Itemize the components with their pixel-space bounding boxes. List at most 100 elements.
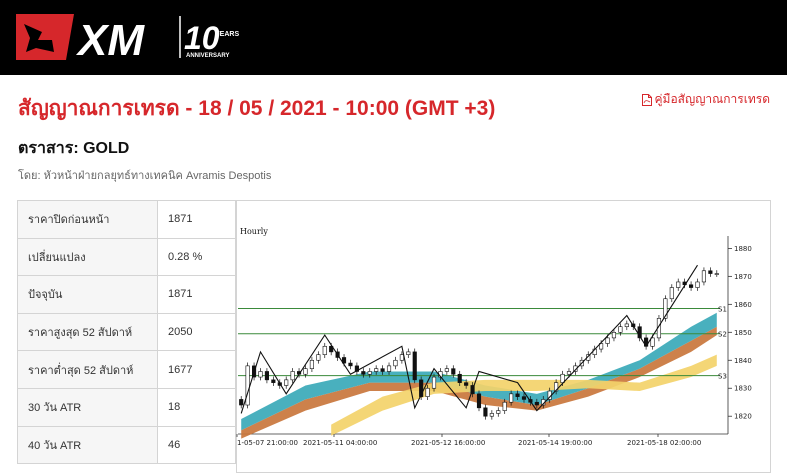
candle-body xyxy=(348,362,353,367)
candle-body xyxy=(264,371,269,381)
trading-signals-guide-link[interactable]: คู่มือสัญญาณการเทรด xyxy=(641,90,771,109)
candle-body xyxy=(502,401,507,411)
candle-body xyxy=(367,371,372,375)
stat-label: ปัจจุบัน xyxy=(17,275,158,314)
candle-body xyxy=(534,401,539,406)
stat-value: 18 xyxy=(157,387,236,427)
support-level-label: S1 xyxy=(718,306,727,314)
y-tick-label: 1850 xyxy=(734,329,752,337)
table-row: ราคาต่ำสุด 52 สัปดาห์ 1677 xyxy=(17,350,236,389)
support-level-label: S3 xyxy=(718,373,727,381)
candle-body xyxy=(303,368,308,375)
candle-body xyxy=(393,359,398,367)
anniversary-number: 10 xyxy=(184,20,220,56)
site-header: XM 10 YEARS ANNIVERSARY xyxy=(0,0,787,75)
stat-label: ราคาต่ำสุด 52 สัปดาห์ xyxy=(17,350,158,389)
candle-body xyxy=(431,376,437,389)
candle-body xyxy=(399,354,404,361)
candle-body xyxy=(695,281,700,288)
candle-body xyxy=(386,365,392,372)
table-row: ราคาสูงสุด 52 สัปดาห์ 2050 xyxy=(17,312,236,352)
stat-value: 0.28 % xyxy=(157,237,236,277)
author-byline: โดย: หัวหน้าฝ่ายกลยุทธ์ทางเทคนิค Avramis… xyxy=(18,170,272,182)
stat-label: ราคาปิดก่อนหน้า xyxy=(17,200,158,239)
price-chart: Hourly S1 S2 S3 1820 1830 1840 1850 1860 1870 188… xyxy=(236,200,771,473)
table-row: 30 วัน ATR 18 xyxy=(17,387,236,427)
candle-body xyxy=(624,323,629,328)
table-row: 40 วัน ATR 46 xyxy=(17,425,236,465)
candle-body xyxy=(258,371,263,378)
candle-body xyxy=(669,287,674,300)
candle-body xyxy=(476,393,482,409)
candle-body xyxy=(483,407,488,417)
candle-body xyxy=(496,410,501,414)
candle-body xyxy=(425,387,430,397)
x-tick-label: 2021-05-11 04:00:00 xyxy=(303,439,377,447)
brand-name: XM xyxy=(75,16,145,62)
candle-body xyxy=(708,270,713,274)
xm-anniversary-logo[interactable]: XM 10 YEARS ANNIVERSARY xyxy=(14,12,254,62)
candle-body xyxy=(701,270,707,283)
candle-body xyxy=(271,379,276,383)
candle-body xyxy=(451,368,456,375)
stats-table: ราคาปิดก่อนหน้า 1871 เปลี่ยนแปลง 0.28 % … xyxy=(17,200,236,465)
guide-link-label: คู่มือสัญญาณการเทรด xyxy=(654,92,771,106)
anniversary-years: YEARS xyxy=(215,31,239,38)
candle-body xyxy=(322,345,327,355)
candle-body xyxy=(444,368,449,372)
stat-label: เปลี่ยนแปลง xyxy=(17,237,158,277)
candle-body xyxy=(284,379,289,386)
candle-body xyxy=(380,368,385,372)
stat-value: 1677 xyxy=(157,350,236,389)
candle-body xyxy=(566,371,572,375)
candle-body xyxy=(309,359,314,369)
candle-body xyxy=(618,326,623,333)
candle-body xyxy=(521,396,527,400)
candle-body xyxy=(329,345,334,353)
stat-label: ราคาสูงสุด 52 สัปดาห์ xyxy=(17,312,158,352)
candle-body xyxy=(509,393,514,403)
y-tick-label: 1880 xyxy=(734,245,752,253)
candle-body xyxy=(611,332,617,339)
candle-body xyxy=(714,273,719,275)
candle-body xyxy=(245,365,250,406)
candle-body xyxy=(419,379,424,397)
x-tick-label: 2021-05-12 16:00:00 xyxy=(411,439,485,447)
teal-band xyxy=(241,312,717,431)
table-row: ราคาปิดก่อนหน้า 1871 xyxy=(17,200,236,239)
candle-body xyxy=(412,351,417,381)
candle-body xyxy=(489,413,494,417)
stat-value: 46 xyxy=(157,425,236,465)
stat-value: 2050 xyxy=(157,312,236,352)
y-tick-label: 1870 xyxy=(734,273,752,281)
stat-label: 30 วัน ATR xyxy=(17,387,158,427)
x-tick-label: 2021-05-14 19:00:00 xyxy=(518,439,592,447)
candle-body xyxy=(650,337,655,347)
x-tick-label: 1-05-07 21:00:00 xyxy=(237,439,298,447)
candle-body xyxy=(316,354,321,361)
table-row: ปัจจุบัน 1871 xyxy=(17,275,236,314)
page-title: สัญญาณการเทรด - 18 / 05 / 2021 - 10:00 (… xyxy=(18,97,496,120)
y-tick-label: 1840 xyxy=(734,357,752,365)
candle-body xyxy=(361,371,366,375)
candle-body xyxy=(457,373,462,383)
stat-label: 40 วัน ATR xyxy=(17,425,158,465)
instrument-heading: ตราสาร: GOLD xyxy=(18,140,130,157)
candle-body xyxy=(341,357,347,364)
candle-body xyxy=(290,371,295,381)
x-tick-label: 2021-05-18 02:00:00 xyxy=(627,439,701,447)
chart-timeframe-label: Hourly xyxy=(240,227,268,236)
stat-value: 1871 xyxy=(157,200,236,239)
price-chart-svg: Hourly S1 S2 S3 1820 1830 1840 1850 1860 1870 188… xyxy=(236,200,771,473)
y-tick-label: 1860 xyxy=(734,301,752,309)
candle-body xyxy=(605,337,610,344)
y-tick-label: 1820 xyxy=(734,413,752,421)
zigzag-line xyxy=(240,264,698,414)
candle-body xyxy=(663,298,668,319)
candle-body xyxy=(676,281,681,288)
table-row: เปลี่ยนแปลง 0.28 % xyxy=(17,237,236,277)
candle-body xyxy=(689,284,694,288)
candle-body xyxy=(374,368,379,372)
yellow-band xyxy=(331,354,717,436)
candle-body xyxy=(239,399,244,406)
